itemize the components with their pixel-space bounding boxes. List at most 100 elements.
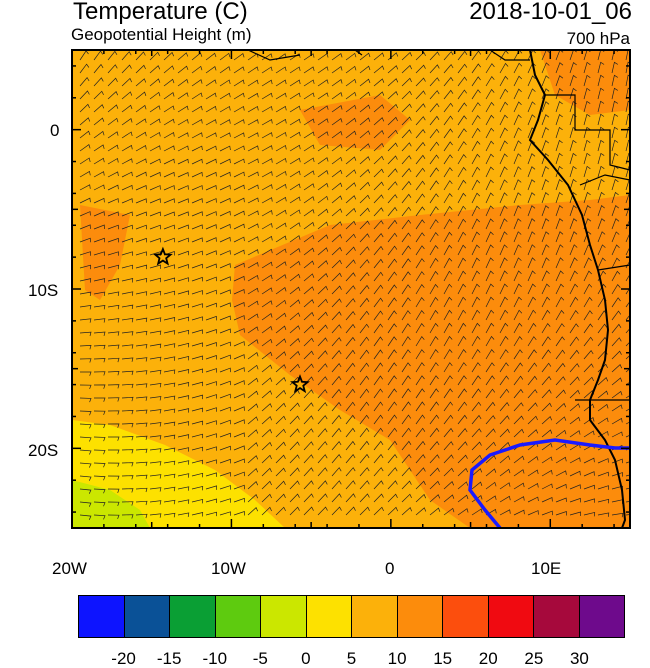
wind-barb <box>345 493 356 503</box>
wind-barb <box>163 264 175 269</box>
wind-barb <box>569 323 579 334</box>
wind-barb <box>247 494 259 503</box>
wind-barb <box>499 153 508 165</box>
wind-barb <box>415 283 425 295</box>
wind-barb <box>149 356 162 362</box>
wind-barb <box>177 132 189 139</box>
wind-barb <box>555 336 565 347</box>
wind-barb <box>597 205 605 217</box>
wind-barb <box>247 92 259 100</box>
wind-barb <box>107 318 120 323</box>
wind-barb <box>499 244 508 256</box>
wind-barb <box>527 244 536 256</box>
wind-barb <box>597 139 605 152</box>
wind-barb <box>443 309 453 321</box>
wind-barb <box>261 132 273 139</box>
wind-barb <box>541 349 551 360</box>
wind-barb <box>247 468 259 477</box>
wind-barb <box>205 52 217 61</box>
wind-barb <box>219 276 231 282</box>
wind-barb <box>108 436 120 441</box>
wind-barb <box>513 283 522 295</box>
wind-barb <box>359 284 370 295</box>
wind-barb <box>191 394 203 400</box>
wind-barb <box>233 288 245 295</box>
wind-barb <box>191 158 203 165</box>
wind-barb <box>443 296 453 308</box>
wind-barb <box>233 184 245 191</box>
wind-barb <box>233 406 245 412</box>
wind-barb <box>415 310 425 321</box>
wind-barb <box>79 462 92 468</box>
wind-barb <box>597 61 605 74</box>
wind-barb <box>289 467 300 477</box>
wind-barb <box>93 130 105 139</box>
wind-barb <box>429 414 440 425</box>
wind-barb <box>555 296 565 308</box>
wind-barb <box>429 296 439 308</box>
wind-barb <box>191 224 203 230</box>
wind-barb <box>135 291 148 296</box>
colorbar <box>78 595 625 638</box>
wind-barb <box>499 270 508 282</box>
wind-barb <box>611 284 621 295</box>
wind-barb <box>275 389 287 399</box>
wind-barb <box>359 427 370 438</box>
wind-barb <box>79 103 90 113</box>
wind-barb <box>583 61 591 74</box>
wind-barb <box>163 395 176 401</box>
wind-barb <box>205 381 217 386</box>
wind-barb <box>345 285 356 295</box>
wind-barb <box>555 114 563 126</box>
wind-barb <box>149 513 162 518</box>
wind-barb <box>121 118 133 126</box>
wind-barb <box>191 512 204 517</box>
wind-barb <box>611 205 620 217</box>
wind-barb <box>443 348 453 360</box>
wind-barb <box>485 428 496 438</box>
wind-barb <box>415 232 425 243</box>
wind-barb <box>135 396 148 401</box>
wind-barb <box>149 448 162 453</box>
wind-barb <box>387 467 398 477</box>
wind-barb <box>149 237 161 243</box>
wind-barb <box>331 298 342 308</box>
wind-barb <box>625 314 630 321</box>
wind-barb <box>191 303 203 308</box>
wind-barb <box>555 257 564 269</box>
lat-label-10s: 10S <box>28 281 59 300</box>
wind-barb <box>135 277 148 283</box>
wind-barb <box>485 468 497 477</box>
wind-barb <box>177 171 189 178</box>
wind-barb <box>541 192 550 204</box>
wind-barb <box>541 127 550 139</box>
wind-barb <box>625 61 630 74</box>
wind-barb <box>289 118 301 126</box>
wind-barb <box>527 75 536 87</box>
wind-barb <box>583 310 593 321</box>
wind-barb <box>373 104 385 113</box>
wind-barb <box>317 506 328 516</box>
wind-barb <box>80 371 92 376</box>
wind-barb <box>443 507 455 516</box>
wind-barb <box>401 271 411 282</box>
wind-barb <box>513 153 522 165</box>
wind-barb <box>107 117 119 126</box>
wind-barb <box>289 454 300 464</box>
wind-barb <box>415 480 426 490</box>
wind-barb <box>401 180 412 191</box>
wind-barb <box>611 74 618 87</box>
wind-barb <box>331 375 342 386</box>
wind-barb <box>485 415 496 425</box>
wind-barb <box>457 270 467 282</box>
wind-barb <box>345 298 356 308</box>
wind-barb <box>261 119 273 126</box>
wind-barb <box>107 198 119 204</box>
wind-barb <box>317 131 329 139</box>
wind-barb <box>317 208 329 217</box>
wind-barb <box>317 247 329 256</box>
wind-barb <box>387 414 398 425</box>
wind-barb <box>177 382 190 387</box>
wind-barb <box>205 289 217 295</box>
wind-barb <box>205 368 217 373</box>
